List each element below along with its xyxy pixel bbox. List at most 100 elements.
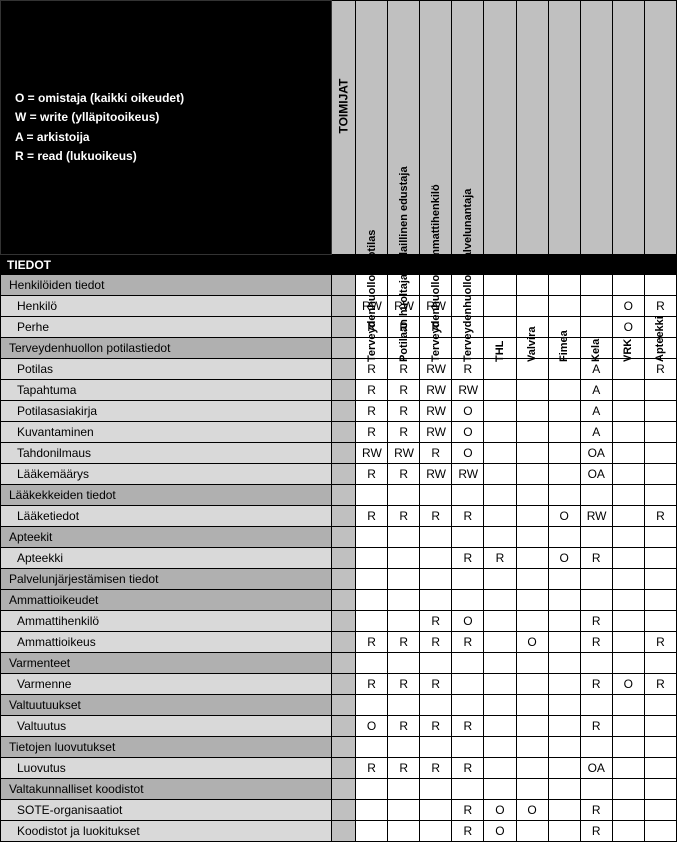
permission-cell: OA (580, 464, 612, 485)
permission-cell (612, 653, 644, 674)
row-label: Terveydenhuollon potilastiedot (1, 338, 332, 359)
row-label: Varmenteet (1, 653, 332, 674)
permission-cell (644, 611, 676, 632)
permission-cell (388, 800, 420, 821)
permission-cell (388, 590, 420, 611)
permission-cell: R (356, 674, 388, 695)
permission-cell (356, 590, 388, 611)
permission-cell (484, 632, 516, 653)
permission-cell: R (356, 422, 388, 443)
permission-cell (644, 590, 676, 611)
permission-cell (548, 779, 580, 800)
permission-cell: R (452, 506, 484, 527)
permission-cell (484, 716, 516, 737)
permission-cell (612, 758, 644, 779)
permission-cell (388, 653, 420, 674)
row-label: Henkilöiden tiedot (1, 275, 332, 296)
toimijat-cell (331, 422, 355, 443)
permission-cell (548, 590, 580, 611)
permission-cell: R (644, 632, 676, 653)
data-row: LuovutusRRRROA (1, 758, 677, 779)
tiedot-row: TIEDOT (1, 255, 677, 275)
permission-cell: O (452, 611, 484, 632)
row-label: Lääkemäärys (1, 464, 332, 485)
section-row: Valtakunnalliset koodistot (1, 779, 677, 800)
permission-cell (548, 422, 580, 443)
permission-cell (644, 443, 676, 464)
permission-cell (516, 569, 548, 590)
permission-cell: RW (420, 464, 452, 485)
toimijat-cell (331, 653, 355, 674)
permission-cell (484, 506, 516, 527)
permission-cell (644, 569, 676, 590)
toimijat-cell (331, 800, 355, 821)
permission-cell (388, 611, 420, 632)
row-label: Lääketiedot (1, 506, 332, 527)
legend-r: R = read (lukuoikeus) (15, 147, 317, 166)
permissions-table: O = omistaja (kaikki oikeudet) W = write… (0, 0, 677, 842)
permission-cell: O (452, 422, 484, 443)
permission-cell (420, 590, 452, 611)
permission-cell (516, 548, 548, 569)
permission-cell (388, 548, 420, 569)
permission-cell (388, 779, 420, 800)
permission-cell (420, 779, 452, 800)
permission-cell (484, 758, 516, 779)
permission-cell (484, 569, 516, 590)
permission-cell (516, 737, 548, 758)
toimijat-cell (331, 758, 355, 779)
toimijat-cell (331, 380, 355, 401)
permission-cell (516, 443, 548, 464)
permission-cell: RW (388, 443, 420, 464)
permission-cell (484, 527, 516, 548)
col-head-4: THL (484, 1, 516, 255)
permission-cell (388, 737, 420, 758)
permission-cell (548, 758, 580, 779)
permission-cell (356, 737, 388, 758)
data-row: PotilasRRRWRAR (1, 359, 677, 380)
permission-cell (420, 737, 452, 758)
row-label: Apteekki (1, 548, 332, 569)
permission-cell: R (356, 380, 388, 401)
section-row: Lääkekkeiden tiedot (1, 485, 677, 506)
permission-cell: RW (420, 401, 452, 422)
permission-cell (580, 779, 612, 800)
toimijat-cell (331, 821, 355, 842)
permission-cell (644, 737, 676, 758)
toimijat-cell (331, 506, 355, 527)
toimijat-cell (331, 275, 355, 296)
permission-cell: R (356, 464, 388, 485)
permission-cell (388, 569, 420, 590)
permission-cell: R (580, 548, 612, 569)
permission-cell (516, 506, 548, 527)
permission-cell (612, 611, 644, 632)
row-label: Ammattioikeus (1, 632, 332, 653)
permission-cell (484, 674, 516, 695)
permission-cell (612, 401, 644, 422)
permission-cell (388, 695, 420, 716)
row-label: Palvelunjärjestämisen tiedot (1, 569, 332, 590)
permission-cell: R (420, 674, 452, 695)
permission-cell: R (644, 674, 676, 695)
permission-cell (644, 401, 676, 422)
permission-cell (356, 800, 388, 821)
permission-cell: R (580, 716, 612, 737)
permission-cell (516, 716, 548, 737)
permission-cell (580, 527, 612, 548)
col-head-3: Terveydenhuollon palvelunantaja (452, 1, 484, 255)
permission-cell (612, 737, 644, 758)
permission-cell: R (388, 401, 420, 422)
permission-cell: RW (452, 464, 484, 485)
permission-cell (484, 380, 516, 401)
permission-cell: R (484, 548, 516, 569)
data-row: ValtuutusORRRR (1, 716, 677, 737)
permission-cell (452, 653, 484, 674)
permission-cell (484, 590, 516, 611)
permission-cell (484, 611, 516, 632)
permission-cell: R (388, 674, 420, 695)
row-label: Kuvantaminen (1, 422, 332, 443)
section-row: Tietojen luovutukset (1, 737, 677, 758)
permission-cell (516, 779, 548, 800)
col-head-0: Terveydenhuollon potilas (356, 1, 388, 255)
permission-cell (452, 674, 484, 695)
